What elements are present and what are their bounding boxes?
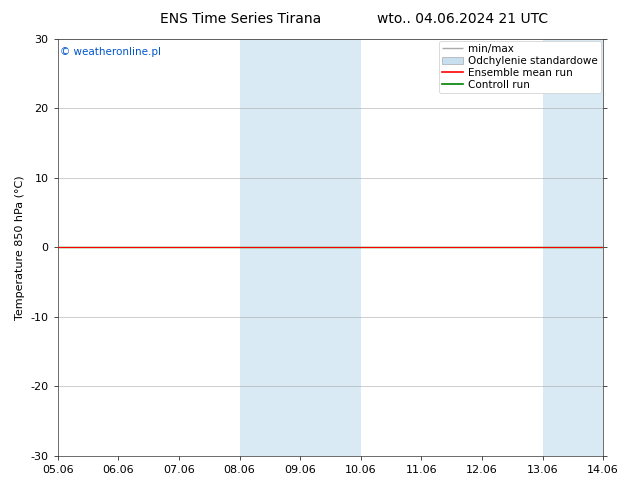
Bar — [543, 39, 603, 456]
Legend: min/max, Odchylenie standardowe, Ensemble mean run, Controll run: min/max, Odchylenie standardowe, Ensembl… — [439, 41, 601, 93]
Text: © weatheronline.pl: © weatheronline.pl — [60, 47, 162, 57]
Text: wto.. 04.06.2024 21 UTC: wto.. 04.06.2024 21 UTC — [377, 12, 548, 26]
Bar — [603, 39, 634, 456]
Y-axis label: Temperature 850 hPa (°C): Temperature 850 hPa (°C) — [15, 175, 25, 319]
Bar — [300, 39, 361, 456]
Text: ENS Time Series Tirana: ENS Time Series Tirana — [160, 12, 321, 26]
Bar — [240, 39, 300, 456]
